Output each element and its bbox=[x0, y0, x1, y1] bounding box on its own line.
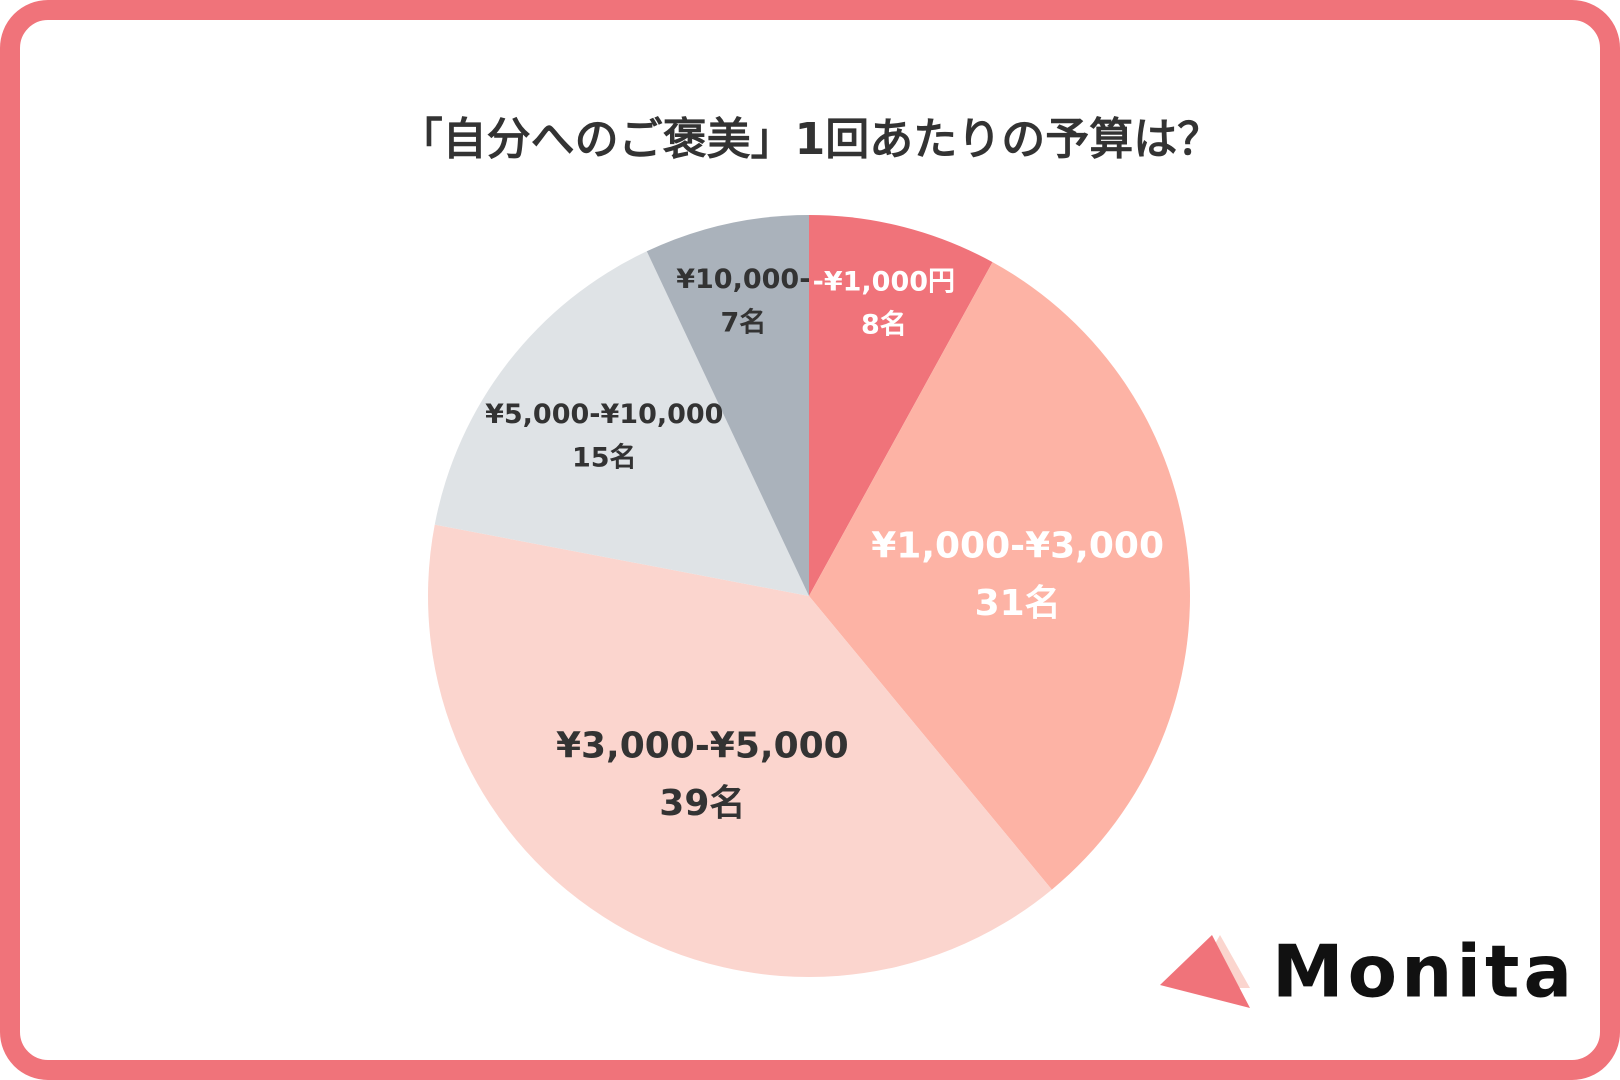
slice-category: ¥10,000- bbox=[676, 264, 810, 295]
slice-category: -¥1,000円 bbox=[813, 266, 955, 297]
slice-category: ¥3,000-¥5,000 bbox=[556, 726, 849, 767]
slice-value-label: 8名 bbox=[861, 309, 907, 341]
slice-value-label: 15名 bbox=[572, 441, 637, 473]
pie: -¥1,000円 8名 ¥1,000-¥3,000 31名 ¥3,000-¥5,000 3… bbox=[428, 215, 1190, 977]
pie-slice bbox=[434, 251, 809, 596]
slice-value-label: 39名 bbox=[659, 783, 745, 824]
pie-slice bbox=[428, 524, 1052, 977]
brand: Monita bbox=[1272, 930, 1576, 1014]
logo: Monita bbox=[1160, 930, 1576, 1014]
chart-title: 「自分へのご褒美」1回あたりの予算は？ bbox=[399, 114, 1222, 165]
pie-slice bbox=[809, 262, 1190, 890]
pie-slice bbox=[646, 215, 809, 596]
slice-category: ¥1,000-¥3,000 bbox=[871, 525, 1164, 566]
slice-category: ¥5,000-¥10,000 bbox=[485, 399, 723, 430]
pie-slice bbox=[809, 215, 993, 596]
logo-mark bbox=[1160, 935, 1250, 1008]
slice-value-label: 31名 bbox=[975, 583, 1061, 624]
slice-value-label: 7名 bbox=[720, 306, 766, 338]
